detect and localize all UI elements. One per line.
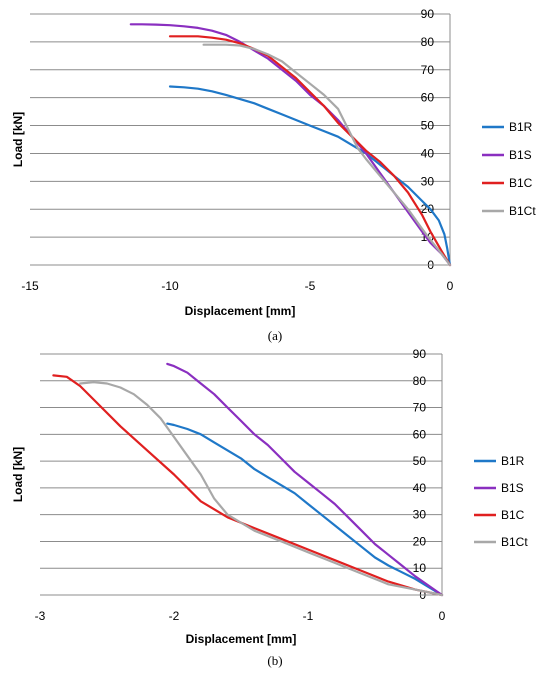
series-line-b1r: [166, 422, 444, 597]
x-tick-label: -15: [21, 279, 39, 293]
y-axis-title: Load [kN]: [11, 112, 25, 167]
y-tick-label: 80: [421, 35, 435, 49]
series-line-b1s: [166, 362, 444, 597]
y-tick-label: 80: [413, 374, 427, 388]
series-line-b1c: [52, 374, 444, 597]
legend-label-b1ct: B1Ct: [501, 535, 528, 549]
series-line-b1s: [129, 23, 452, 267]
legend-label-b1ct: B1Ct: [509, 204, 536, 218]
x-tick-label: 0: [439, 609, 446, 623]
series-line-b1r: [168, 85, 452, 267]
series-line-b1ct: [79, 381, 444, 597]
y-axis-title: Load [kN]: [11, 447, 25, 502]
figure-caption: (b): [267, 653, 282, 668]
x-tick-label: -3: [35, 609, 46, 623]
y-tick-label: 30: [421, 174, 435, 188]
y-tick-label: 50: [413, 454, 427, 468]
y-tick-label: 30: [413, 508, 427, 522]
x-axis-title: Displacement [mm]: [186, 632, 297, 646]
x-axis-title: Displacement [mm]: [185, 304, 296, 318]
legend-label-b1s: B1S: [501, 481, 524, 495]
x-tick-label: -10: [161, 279, 179, 293]
legend-label-b1c: B1C: [501, 508, 525, 522]
y-tick-label: 90: [421, 7, 435, 21]
y-tick-label: 60: [413, 427, 427, 441]
legend-label-b1c: B1C: [509, 176, 533, 190]
legend-label-b1r: B1R: [509, 120, 533, 134]
legend-label-b1s: B1S: [509, 148, 532, 162]
y-tick-label: 70: [421, 63, 435, 77]
figure-caption: (a): [268, 328, 282, 343]
y-tick-label: 50: [421, 119, 435, 133]
y-tick-label: 10: [413, 561, 427, 575]
legend-label-b1r: B1R: [501, 454, 525, 468]
y-tick-label: 40: [413, 481, 427, 495]
x-tick-label: -5: [305, 279, 316, 293]
y-tick-label: 20: [421, 202, 435, 216]
y-tick-label: 20: [413, 534, 427, 548]
x-tick-label: -2: [169, 609, 180, 623]
y-tick-label: 40: [421, 146, 435, 160]
series-line-b1ct: [202, 43, 452, 267]
series-line-b1c: [168, 35, 452, 267]
x-tick-label: 0: [447, 279, 454, 293]
y-tick-label: 70: [413, 401, 427, 415]
y-tick-label: 60: [421, 91, 435, 105]
y-tick-label: 90: [413, 347, 427, 361]
x-tick-label: -1: [303, 609, 314, 623]
